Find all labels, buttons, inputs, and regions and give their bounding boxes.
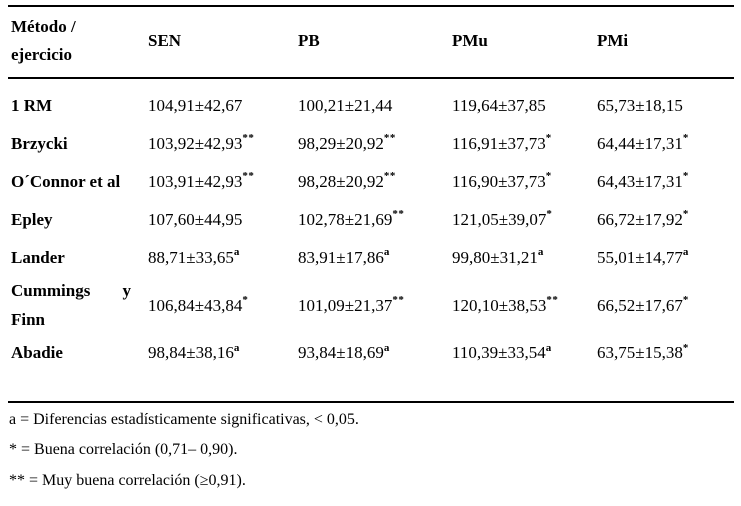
significance-superscript: a <box>545 341 552 354</box>
value-cell: 110,39±33,54a <box>452 341 552 363</box>
value-cell: 116,91±37,73* <box>452 131 552 153</box>
header-method-ejercicio: Método / ejercicio <box>8 6 148 80</box>
table-row: Brzycki 103,92±42,93** 98,29±20,92** 116,91… <box>8 125 734 163</box>
value-cell: 107,60±44,95 <box>148 209 243 229</box>
method-cell: O´Connor et al <box>8 163 148 201</box>
significance-superscript: * <box>682 131 689 144</box>
table-row: O´Connor et al 103,91±42,93** 98,28±20,92*… <box>8 163 734 201</box>
header-row: Método / ejercicio SEN PB PMu PMi <box>8 6 734 80</box>
method-label: Lander <box>11 247 65 267</box>
method-label: 1 RM <box>11 95 53 115</box>
value-cell: 98,28±20,92** <box>298 169 396 191</box>
significance-superscript: ** <box>242 169 255 182</box>
significance-superscript: * <box>682 169 689 182</box>
value-cell: 93,84±18,69a <box>298 341 390 363</box>
table-header: Método / ejercicio SEN PB PMu PMi <box>8 6 734 80</box>
significance-superscript: ** <box>383 131 396 144</box>
value-cell: 103,91±42,93** <box>148 169 255 191</box>
results-table: Método / ejercicio SEN PB PMu PMi 1 RM 10… <box>8 5 734 403</box>
value-cell: 66,52±17,67* <box>597 293 689 315</box>
method-label: Cummings y Finn <box>11 281 131 329</box>
header-pmu: PMu <box>452 6 597 80</box>
value-cell: 98,84±38,16a <box>148 341 240 363</box>
value-cell: 99,80±31,21a <box>452 245 544 267</box>
significance-superscript: ** <box>392 207 405 220</box>
value-cell: 102,78±21,69** <box>298 207 405 229</box>
significance-superscript: a <box>233 341 240 354</box>
significance-superscript: * <box>682 293 689 306</box>
footnote-double-asterisk: ** = Muy buena correlación (≥0,91). <box>9 471 246 489</box>
significance-superscript: * <box>545 131 552 144</box>
value-cell: 55,01±14,77a <box>597 245 689 267</box>
header-pb: PB <box>298 6 452 80</box>
header-method-label: Método / ejercicio <box>11 17 76 65</box>
significance-superscript: ** <box>242 131 255 144</box>
method-cell: Cummings y Finn <box>8 277 148 335</box>
significance-superscript: ** <box>392 293 405 306</box>
value-cell: 66,72±17,92* <box>597 207 689 229</box>
header-pmi: PMi <box>597 6 734 80</box>
table-row: Cummings y Finn 106,84±43,84* 101,09±21,37… <box>8 277 734 335</box>
value-cell: 120,10±38,53** <box>452 293 559 315</box>
significance-superscript: * <box>682 207 689 220</box>
table-row: Epley 107,60±44,95 102,78±21,69** 121,05±39… <box>8 201 734 239</box>
value-cell: 121,05±39,07* <box>452 207 553 229</box>
method-cell: Epley <box>8 201 148 239</box>
significance-superscript: ** <box>383 169 396 182</box>
significance-superscript: ** <box>546 293 559 306</box>
header-pmi-label: PMi <box>597 31 629 51</box>
footnote-single-asterisk: * = Buena correlación (0,71– 0,90). <box>9 441 238 459</box>
significance-superscript: * <box>545 169 552 182</box>
significance-superscript: a <box>383 341 390 354</box>
value-cell: 88,71±33,65a <box>148 245 240 267</box>
table-row: Abadie 98,84±38,16a 93,84±18,69a 110,39±33,… <box>8 335 734 402</box>
method-cell: Brzycki <box>8 125 148 163</box>
value-cell: 64,43±17,31* <box>597 169 689 191</box>
header-pb-label: PB <box>298 31 320 51</box>
method-cell: 1 RM <box>8 78 148 125</box>
value-cell: 116,90±37,73* <box>452 169 552 191</box>
significance-superscript: * <box>682 341 689 354</box>
method-label: O´Connor et al <box>11 171 121 191</box>
significance-superscript: a <box>537 245 544 258</box>
value-cell: 103,92±42,93** <box>148 131 255 153</box>
value-cell: 106,84±43,84* <box>148 293 249 315</box>
footnote-a: a = Diferencias estadísticamente signifi… <box>9 410 359 428</box>
table-body: 1 RM 104,91±42,67 100,21±21,44 119,64±37,85… <box>8 78 734 402</box>
significance-superscript: a <box>233 245 240 258</box>
value-cell: 98,29±20,92** <box>298 131 396 153</box>
significance-superscript: * <box>242 293 249 306</box>
value-cell: 119,64±37,85 <box>452 95 546 115</box>
value-cell: 63,75±15,38* <box>597 341 689 363</box>
value-cell: 83,91±17,86a <box>298 245 390 267</box>
header-pmu-label: PMu <box>452 31 488 51</box>
method-label: Abadie <box>11 343 63 363</box>
header-sen-label: SEN <box>148 31 182 51</box>
table-row: Lander 88,71±33,65a 83,91±17,86a 99,80±31,2… <box>8 239 734 277</box>
table-row: 1 RM 104,91±42,67 100,21±21,44 119,64±37,85… <box>8 78 734 125</box>
method-cell: Lander <box>8 239 148 277</box>
value-cell: 64,44±17,31* <box>597 131 689 153</box>
value-cell: 101,09±21,37** <box>298 293 405 315</box>
method-label: Brzycki <box>11 133 68 153</box>
significance-superscript: a <box>682 245 689 258</box>
significance-superscript: * <box>546 207 553 220</box>
value-cell: 104,91±42,67 <box>148 95 243 115</box>
significance-superscript: a <box>383 245 390 258</box>
method-cell: Abadie <box>8 335 148 402</box>
value-cell: 100,21±21,44 <box>298 95 393 115</box>
method-label: Epley <box>11 209 53 229</box>
footnotes: a = Diferencias estadísticamente signifi… <box>8 403 734 490</box>
value-cell: 65,73±18,15 <box>597 95 683 115</box>
header-sen: SEN <box>148 6 298 80</box>
